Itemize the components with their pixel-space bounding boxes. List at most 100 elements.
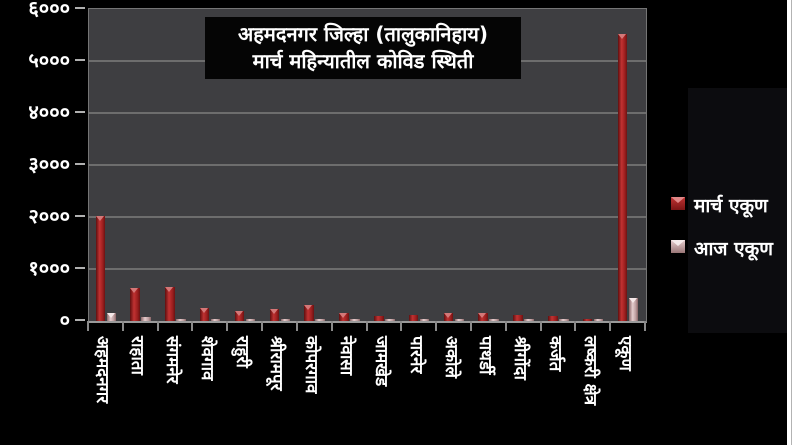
y-axis-tick: [75, 215, 85, 217]
bar-series0-3: [199, 307, 210, 321]
x-axis-label: अकोले: [440, 336, 461, 378]
bar-series0-15: [617, 33, 628, 321]
bar-series1-10: [454, 319, 465, 321]
bar-series0-6: [304, 304, 314, 321]
bar-top-highlight: [478, 313, 487, 319]
bar-series0-14: [582, 318, 593, 321]
legend-marker-march-total: [671, 197, 685, 210]
bar-series1-14: [593, 319, 604, 321]
page-edge-strip: [787, 0, 800, 445]
bar-top-highlight: [628, 297, 637, 303]
chart-title: अहमदनगर जिल्हा (तालुकानिहाय) मार्च महिन्…: [205, 17, 521, 79]
bar-series1-15: [628, 297, 639, 321]
bar-top-highlight: [95, 215, 104, 221]
x-axis-label: संगमनेर: [162, 336, 183, 384]
y-axis-tick: [75, 319, 85, 321]
x-axis-label: श्रीरामपूर: [266, 336, 287, 391]
bar-top-highlight: [443, 312, 452, 318]
page-edge-divider: [791, 0, 792, 445]
legend-panel: [688, 88, 787, 333]
y-axis-label: १०००: [28, 256, 70, 280]
x-axis-tick: [400, 321, 403, 331]
y-axis-label: ०: [59, 308, 70, 332]
bar-series1-9: [419, 319, 430, 321]
legend-marker-highlight: [671, 197, 685, 203]
y-axis-label: ५०००: [28, 48, 70, 72]
bar-top-highlight: [339, 312, 348, 318]
bar-series1-8: [385, 319, 395, 321]
x-axis-label: नेवासा: [336, 336, 357, 376]
bar-series0-0: [95, 215, 105, 321]
y-axis-tick: [75, 267, 85, 269]
x-axis-label: राहुरी: [231, 336, 252, 368]
x-axis-tick: [435, 321, 438, 331]
bar-series0-1: [130, 288, 140, 321]
x-axis-tick: [156, 321, 159, 331]
legend-label-march-total: मार्च एकूण: [694, 195, 768, 217]
y-axis-label: ३०००: [28, 152, 70, 176]
bar-series0-11: [478, 313, 488, 321]
bar-series1-7: [350, 319, 360, 321]
bar-top-highlight: [304, 304, 313, 310]
x-axis-tick: [504, 321, 507, 331]
bar-series0-8: [374, 316, 384, 321]
legend-marker-today-total: [671, 240, 685, 253]
y-axis-label: २०००: [28, 204, 70, 228]
x-axis-tick: [469, 321, 472, 331]
x-axis-tick: [539, 321, 542, 331]
x-axis-label: जामखेड: [370, 336, 391, 387]
x-axis-tick: [609, 321, 612, 331]
bar-series1-4: [245, 319, 256, 321]
bar-series0-7: [339, 312, 349, 321]
x-axis-tick: [365, 321, 368, 331]
x-axis-label: एकूण: [614, 336, 635, 371]
legend-label-today-total: आज एकूण: [694, 238, 773, 260]
bar-top-highlight: [269, 308, 278, 314]
x-axis-label: कर्जत: [544, 336, 565, 372]
bar-series1-2: [176, 319, 186, 321]
x-axis-label: अहमदनगर: [92, 336, 113, 404]
x-axis-label: श्रीगोंदा: [510, 336, 531, 380]
bar-series1-12: [524, 319, 534, 321]
bar-series0-10: [443, 312, 454, 321]
bar-top-highlight: [617, 33, 626, 39]
y-axis-tick: [75, 59, 85, 61]
gridline: [89, 216, 646, 218]
bar-series1-0: [106, 312, 116, 321]
x-axis-label: पाथर्डी: [475, 336, 496, 375]
bar-series1-5: [280, 319, 291, 321]
bar-series0-13: [548, 316, 558, 321]
bar-series1-6: [315, 319, 325, 321]
y-axis-tick: [75, 7, 85, 9]
x-axis-tick: [644, 321, 646, 331]
bar-series0-5: [269, 308, 280, 321]
gridline: [89, 112, 646, 114]
x-axis-tick: [330, 321, 333, 331]
x-axis-tick: [87, 321, 89, 331]
y-axis-tick: [75, 163, 85, 165]
x-axis-label: राहाता: [127, 336, 148, 375]
y-axis-tick: [75, 111, 85, 113]
x-axis-tick: [574, 321, 577, 331]
bar-top-highlight: [234, 311, 243, 317]
legend-marker-highlight: [671, 240, 685, 246]
chart-title-line-2: मार्च महिन्यातील कोविड स्थिती: [252, 49, 474, 73]
x-axis-label: शेवगाव: [196, 336, 217, 381]
gridline: [89, 268, 646, 270]
gridline: [89, 164, 646, 166]
bar-series1-1: [141, 317, 151, 321]
y-axis-label: ४०००: [28, 100, 70, 124]
bar-series1-3: [210, 319, 221, 321]
bar-series0-4: [234, 311, 245, 321]
bar-series0-9: [408, 315, 419, 321]
bar-series0-2: [165, 286, 175, 321]
chart-title-line-1: अहमदनगर जिल्हा (तालुकानिहाय): [237, 22, 489, 46]
bar-series0-12: [513, 315, 523, 321]
x-axis-tick: [121, 321, 124, 331]
x-axis-tick: [261, 321, 264, 331]
bar-series1-13: [559, 319, 569, 321]
bar-top-highlight: [130, 288, 139, 294]
bar-top-highlight: [165, 286, 174, 292]
x-axis-label: पारनेर: [405, 336, 426, 374]
